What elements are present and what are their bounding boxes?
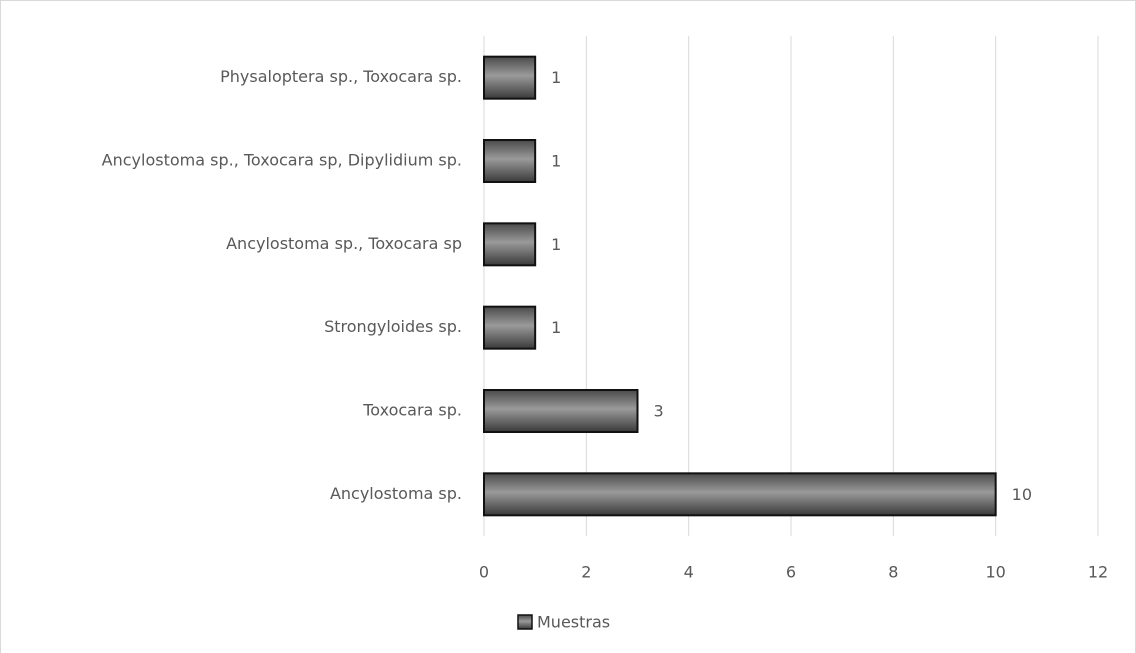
x-tick-label: 0	[479, 563, 489, 582]
bar	[483, 305, 537, 350]
x-tick-label: 2	[581, 563, 591, 582]
y-tick-label: Ancylostoma sp.	[330, 484, 462, 503]
legend-label: Muestras	[537, 613, 610, 632]
bar	[483, 389, 639, 433]
x-tick-label: 10	[985, 563, 1005, 582]
data-label: 1	[551, 152, 561, 171]
bar	[483, 472, 997, 517]
bar	[483, 55, 537, 100]
data-label: 10	[1012, 485, 1032, 504]
x-tick-label: 8	[888, 563, 898, 582]
data-label: 3	[654, 402, 664, 421]
bar	[483, 139, 537, 183]
legend-swatch	[517, 614, 533, 630]
x-tick-label: 4	[684, 563, 694, 582]
y-tick-label: Physaloptera sp., Toxocara sp.	[220, 67, 462, 86]
bar	[483, 222, 537, 267]
data-label: 1	[551, 235, 561, 254]
x-tick-label: 12	[1088, 563, 1108, 582]
data-label: 1	[551, 68, 561, 87]
x-tick-label: 6	[786, 563, 796, 582]
data-label: 1	[551, 318, 561, 337]
y-tick-label: Ancylostoma sp., Toxocara sp	[226, 234, 462, 253]
y-tick-label: Toxocara sp.	[362, 401, 462, 420]
y-tick-label: Strongyloides sp.	[324, 317, 462, 336]
y-tick-label: Ancylostoma sp., Toxocara sp, Dipylidium…	[102, 151, 462, 170]
